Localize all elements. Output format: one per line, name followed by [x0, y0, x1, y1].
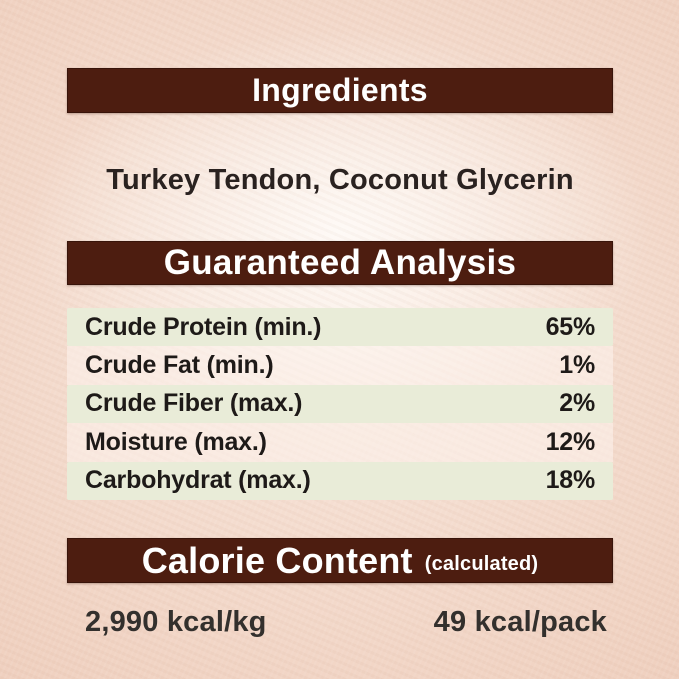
calorie-content-title: Calorie Content: [141, 539, 413, 581]
nutrient-value: 65%: [545, 312, 596, 341]
calorie-content-subtitle: (calculated): [424, 553, 539, 575]
ingredients-list-text: Turkey Tendon, Coconut Glycerin: [106, 163, 574, 196]
table-row: Crude Fat (min.) 1%: [67, 346, 613, 385]
guaranteed-analysis-header-bar: Guaranteed Analysis: [67, 241, 613, 285]
ingredients-header-bar: Ingredients: [67, 68, 613, 113]
calories-per-kg: 2,990 kcal/kg: [85, 605, 267, 638]
nutrient-value: 1%: [559, 351, 595, 380]
table-row: Crude Protein (min.) 65%: [67, 308, 613, 347]
nutrient-label: Crude Fat (min.): [85, 351, 274, 380]
nutrient-value: 2%: [559, 389, 595, 418]
calorie-content-header-bar: Calorie Content (calculated): [67, 538, 613, 583]
table-row: Crude Fiber (max.) 2%: [67, 384, 613, 424]
nutrient-label: Carbohydrat (max.): [85, 466, 311, 495]
table-row: Moisture (max.) 12%: [67, 423, 613, 462]
guaranteed-analysis-table: Crude Protein (min.) 65% Crude Fat (min.) 1…: [67, 308, 613, 500]
nutrient-value: 18%: [545, 466, 596, 495]
calories-per-pack: 49 kcal/pack: [433, 605, 607, 638]
guaranteed-analysis-title: Guaranteed Analysis: [163, 243, 517, 282]
nutrient-label: Moisture (max.): [85, 427, 267, 456]
nutrient-value: 12%: [545, 427, 596, 456]
nutrient-label: Crude Fiber (max.): [85, 389, 303, 418]
ingredients-title: Ingredients: [252, 72, 428, 108]
nutrient-label: Crude Protein (min.): [85, 312, 322, 341]
table-row: Carbohydrat (max.) 18%: [67, 461, 613, 500]
calorie-values-row: 2,990 kcal/kg 49 kcal/pack: [67, 601, 613, 643]
